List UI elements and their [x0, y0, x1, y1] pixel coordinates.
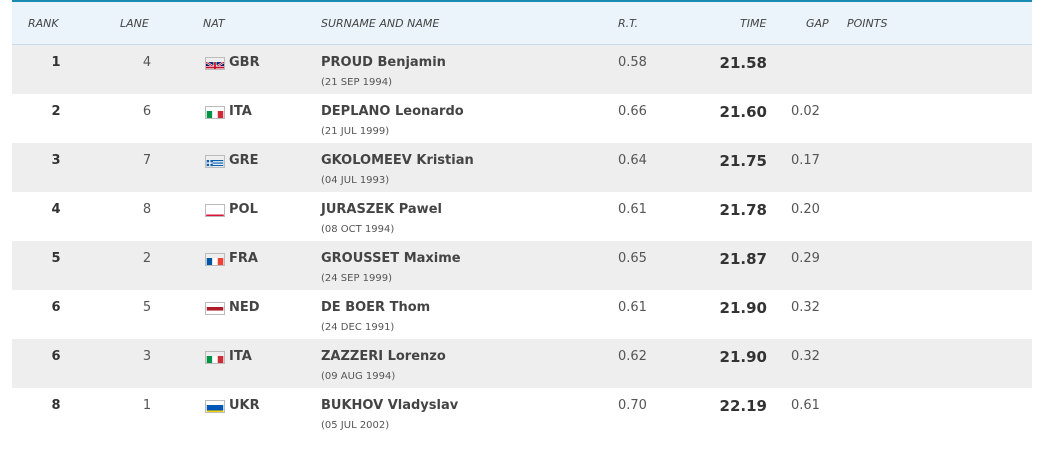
race-time: 21.90: [719, 348, 767, 366]
lane-cell: 1: [142, 398, 152, 413]
reaction-time: 0.58: [618, 55, 647, 70]
rank-cell: 6: [51, 300, 61, 315]
nation-code: GBR: [229, 55, 260, 70]
rank-cell: 3: [51, 153, 61, 168]
reaction-time: 0.62: [618, 349, 647, 364]
rank-cell: 6: [51, 349, 61, 364]
athlete-name-link[interactable]: ZAZZERI Lorenzo: [321, 349, 446, 364]
race-time: 21.58: [719, 54, 767, 72]
race-time: 21.75: [719, 152, 767, 170]
nation-code: POL: [229, 202, 258, 217]
athlete-name-link[interactable]: BUKHOV Vladyslav: [321, 398, 459, 413]
athlete-name-link[interactable]: PROUD Benjamin: [321, 55, 446, 70]
athlete-birthdate: (04 JUL 1993): [321, 175, 390, 186]
reaction-time: 0.65: [618, 251, 647, 266]
nation-code: UKR: [229, 398, 260, 413]
athlete-name-link[interactable]: DE BOER Thom: [321, 300, 431, 315]
table-row[interactable]: 2 6 ITA DEPLANO Leonardo (21 JUL 1999) 0.66 21…: [12, 94, 1032, 143]
rank-cell: 2: [51, 104, 61, 119]
reaction-time: 0.61: [618, 300, 647, 315]
reaction-time: 0.64: [618, 153, 647, 168]
header-gap[interactable]: GAP: [806, 17, 829, 30]
flag-gbr-icon: [205, 57, 225, 70]
nation-code: GRE: [229, 153, 259, 168]
time-gap: 0.32: [791, 349, 820, 364]
table-row[interactable]: 6 3 ITA ZAZZERI Lorenzo (09 AUG 1994) 0.62 21.…: [12, 339, 1032, 388]
lane-cell: 7: [142, 153, 152, 168]
header-accent-line: [12, 0, 1032, 2]
rank-cell: 5: [51, 251, 61, 266]
athlete-birthdate: (24 SEP 1999): [321, 273, 393, 284]
rank-cell: 4: [51, 202, 61, 217]
flag-ukr-icon: [205, 400, 225, 413]
lane-cell: 4: [142, 55, 152, 70]
time-gap: 0.29: [791, 251, 820, 266]
lane-cell: 2: [142, 251, 152, 266]
flag-ned-icon: [205, 302, 225, 315]
results-table-header: RANK LANE NAT SURNAME AND NAME R.T. TIME…: [12, 2, 1032, 45]
reaction-time: 0.61: [618, 202, 647, 217]
table-row[interactable]: 5 2 FRA GROUSSET Maxime (24 SEP 1999) 0.65 21.…: [12, 241, 1032, 290]
athlete-birthdate: (05 JUL 2002): [321, 420, 390, 431]
time-gap: 0.17: [791, 153, 820, 168]
header-points[interactable]: POINTS: [847, 17, 888, 30]
table-row[interactable]: 3 7 GRE GKOLOMEEV Kristian (04 JUL 1993) 0.64…: [12, 143, 1032, 192]
flag-ita-icon: [205, 351, 225, 364]
lane-cell: 8: [142, 202, 152, 217]
reaction-time: 0.66: [618, 104, 647, 119]
flag-fra-icon: [205, 253, 225, 266]
time-gap: 0.02: [791, 104, 820, 119]
time-gap: 0.20: [791, 202, 820, 217]
header-name[interactable]: SURNAME AND NAME: [321, 17, 440, 30]
athlete-name-link[interactable]: GKOLOMEEV Kristian: [321, 153, 474, 168]
table-row[interactable]: 4 8 POL JURASZEK Pawel (08 OCT 1994) 0.61 21.7…: [12, 192, 1032, 241]
rank-cell: 8: [51, 398, 61, 413]
header-time[interactable]: TIME: [740, 17, 767, 30]
header-rank[interactable]: RANK: [28, 17, 59, 30]
header-lane[interactable]: LANE: [120, 17, 149, 30]
time-gap: 0.32: [791, 300, 820, 315]
race-time: 21.78: [719, 201, 767, 219]
athlete-birthdate: (21 SEP 1994): [321, 77, 393, 88]
race-time: 21.60: [719, 103, 767, 121]
athlete-birthdate: (08 OCT 1994): [321, 224, 395, 235]
race-time: 21.87: [719, 250, 767, 268]
athlete-birthdate: (09 AUG 1994): [321, 371, 396, 382]
nation-code: NED: [229, 300, 260, 315]
nation-code: ITA: [229, 104, 252, 119]
race-time: 21.90: [719, 299, 767, 317]
lane-cell: 3: [142, 349, 152, 364]
flag-ita-icon: [205, 106, 225, 119]
rank-cell: 1: [51, 55, 61, 70]
flag-gre-icon: [205, 155, 225, 168]
athlete-birthdate: (21 JUL 1999): [321, 126, 390, 137]
nation-code: ITA: [229, 349, 252, 364]
flag-pol-icon: [205, 204, 225, 217]
athlete-birthdate: (24 DEC 1991): [321, 322, 395, 333]
athlete-name-link[interactable]: JURASZEK Pawel: [321, 202, 442, 217]
table-row[interactable]: 8 1 UKR BUKHOV Vladyslav (05 JUL 2002) 0.70 22…: [12, 388, 1032, 437]
table-row[interactable]: 6 5 NED DE BOER Thom (24 DEC 1991) 0.61 21.90 0…: [12, 290, 1032, 339]
header-rt[interactable]: R.T.: [618, 17, 639, 30]
nation-code: FRA: [229, 251, 258, 266]
reaction-time: 0.70: [618, 398, 647, 413]
lane-cell: 5: [142, 300, 152, 315]
table-row[interactable]: 1 4 GBR PROUD Benjamin (21 SEP 1994) 0.58 21.5…: [12, 45, 1032, 94]
header-nat[interactable]: NAT: [203, 17, 225, 30]
lane-cell: 6: [142, 104, 152, 119]
time-gap: 0.61: [791, 398, 820, 413]
athlete-name-link[interactable]: GROUSSET Maxime: [321, 251, 461, 266]
athlete-name-link[interactable]: DEPLANO Leonardo: [321, 104, 464, 119]
race-time: 22.19: [719, 397, 767, 415]
